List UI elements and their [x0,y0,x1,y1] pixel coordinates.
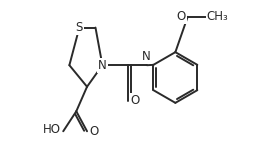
Text: CH₃: CH₃ [207,10,229,23]
Text: N: N [98,59,107,72]
Text: HO: HO [43,123,61,136]
Text: O: O [130,94,139,107]
Text: H: H [143,49,151,59]
Text: S: S [76,21,83,34]
Text: N: N [142,50,151,63]
Text: O: O [89,125,99,138]
Text: O: O [177,10,186,23]
